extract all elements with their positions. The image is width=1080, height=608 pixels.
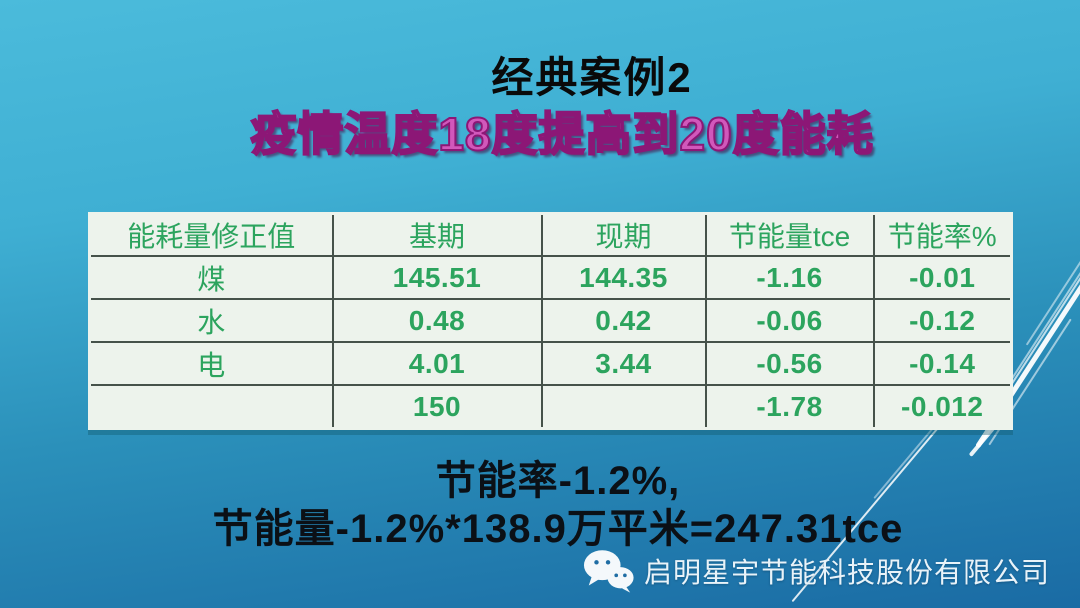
table-header-cell: 节能量tce [704, 212, 875, 257]
table-header-cell: 基期 [331, 212, 543, 257]
company-name: 启明星宇节能科技股份有限公司 [643, 557, 1050, 588]
savings-rate-text: 节能率-1.2%, [435, 459, 681, 503]
table-cell: -0.12 [872, 298, 1013, 343]
table-cell: 144.35 [540, 255, 707, 300]
table-cell: 0.48 [331, 298, 543, 343]
table-cell: 3.44 [540, 341, 707, 386]
table-cell: 0.42 [540, 298, 707, 343]
table-container: 能耗量修正值 基期 现期 节能量tce 节能率% 煤 145.51 144.35… [88, 212, 1013, 430]
table-cell: 电 [88, 341, 334, 386]
table-cell: -0.14 [872, 341, 1013, 386]
table-header-cell: 节能率% [872, 212, 1013, 257]
table-cell: -0.56 [704, 341, 875, 386]
table-header-row: 能耗量修正值 基期 现期 节能量tce 节能率% [88, 212, 1013, 257]
savings-amount-formula: 节能量-1.2%*138.9万平米=247.31tce [212, 507, 904, 551]
table-cell: 145.51 [331, 255, 543, 300]
table-cell: -0.01 [872, 255, 1013, 300]
table-row: 煤 145.51 144.35 -1.16 -0.01 [88, 255, 1013, 300]
energy-correction-table: 能耗量修正值 基期 现期 节能量tce 节能率% 煤 145.51 144.35… [88, 212, 1013, 430]
table-header-cell: 现期 [540, 212, 707, 257]
table-cell: -1.78 [704, 384, 875, 430]
table-row: 水 0.48 0.42 -0.06 -0.12 [88, 298, 1013, 343]
table-cell [540, 384, 707, 430]
table-cell: 煤 [88, 255, 334, 300]
table-cell: 150 [331, 384, 543, 430]
slide-title: 经典案例2 [491, 54, 693, 101]
slide-subtitle: 疫情温度18度提高到20度能耗 [249, 107, 874, 161]
table-cell: -0.012 [872, 384, 1013, 430]
company-watermark: 启明星宇节能科技股份有限公司 [583, 548, 1050, 594]
table-row: 150 -1.78 -0.012 [88, 384, 1013, 430]
wechat-icon [583, 548, 635, 594]
table-cell: -1.16 [704, 255, 875, 300]
table-cell: 水 [88, 298, 334, 343]
table-row: 电 4.01 3.44 -0.56 -0.14 [88, 341, 1013, 386]
table-header-cell: 能耗量修正值 [88, 212, 334, 257]
table-cell [88, 384, 334, 430]
table-cell: 4.01 [331, 341, 543, 386]
table-cell: -0.06 [704, 298, 875, 343]
